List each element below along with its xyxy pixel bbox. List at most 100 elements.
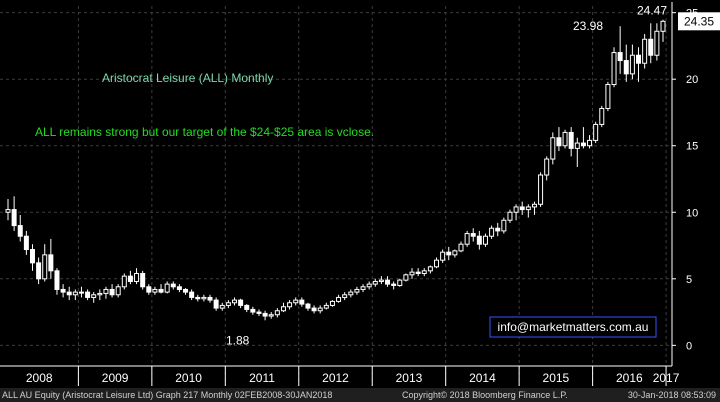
candle-body bbox=[134, 272, 140, 282]
candle-body bbox=[538, 174, 544, 205]
x-tick-label: 2014 bbox=[469, 371, 496, 385]
footer-timestamp: 30-Jan-2018 08:53:09 bbox=[627, 390, 716, 400]
candle-body bbox=[72, 291, 78, 296]
candle-body bbox=[85, 291, 91, 298]
candle-body bbox=[531, 203, 537, 208]
candle-body bbox=[207, 296, 213, 301]
candle-body bbox=[268, 314, 274, 317]
candlestick-chart: 0510152025200820092010201120122013201420… bbox=[0, 0, 720, 388]
candle-body bbox=[176, 286, 182, 290]
candle-body bbox=[360, 286, 366, 290]
y-tick-label: 15 bbox=[686, 141, 698, 153]
candle-body bbox=[464, 233, 470, 245]
candle-body bbox=[11, 209, 17, 227]
candle-body bbox=[342, 294, 348, 298]
last-price-box bbox=[678, 12, 720, 31]
candle-body bbox=[5, 209, 11, 213]
candle-body bbox=[611, 52, 617, 86]
candle-body bbox=[587, 139, 593, 147]
low-price-label: 1.88 bbox=[226, 333, 250, 347]
y-tick-label: 10 bbox=[686, 207, 698, 219]
candle-body bbox=[427, 266, 433, 272]
candle-body bbox=[158, 288, 164, 293]
candle-body bbox=[629, 54, 635, 75]
candle-body bbox=[54, 270, 60, 290]
candle-body bbox=[654, 30, 660, 56]
candle-body bbox=[482, 235, 488, 245]
candle-body bbox=[513, 206, 519, 213]
candle-body bbox=[127, 275, 133, 282]
candle-body bbox=[403, 274, 409, 281]
chart-annotation: ALL remains strong but our target of the… bbox=[35, 125, 374, 139]
candle-body bbox=[336, 296, 342, 302]
candle-body bbox=[452, 250, 458, 256]
candle-body bbox=[568, 131, 574, 149]
candle-body bbox=[458, 243, 464, 252]
candle-body bbox=[574, 142, 580, 149]
candle-body bbox=[109, 288, 115, 296]
x-tick-label: 2012 bbox=[322, 371, 349, 385]
candle-body bbox=[78, 291, 84, 294]
candle-body bbox=[391, 283, 397, 286]
candle-body bbox=[97, 292, 103, 296]
candle-body bbox=[580, 142, 586, 147]
footer-copyright: Copyright© 2018 Bloomberg Finance L.P. bbox=[402, 390, 568, 400]
candle-body bbox=[599, 107, 605, 125]
high-price-label: 24.47 bbox=[637, 4, 667, 18]
candle-body bbox=[29, 249, 35, 264]
candle-body bbox=[409, 271, 415, 276]
candle-body bbox=[354, 288, 360, 293]
candle-body bbox=[470, 233, 476, 237]
candle-body bbox=[48, 254, 54, 272]
x-tick-label: 2010 bbox=[175, 371, 202, 385]
candle-body bbox=[201, 296, 207, 300]
candle-body bbox=[17, 225, 23, 237]
watermark-box bbox=[489, 316, 657, 338]
candle-body bbox=[642, 38, 648, 64]
watermark-text: info@marketmatters.com.au bbox=[498, 320, 649, 334]
candle-body bbox=[421, 270, 427, 274]
candle-body bbox=[299, 299, 305, 305]
candle-body bbox=[140, 272, 146, 288]
candle-body bbox=[66, 291, 72, 296]
candle-body bbox=[617, 52, 623, 62]
candle-body bbox=[366, 283, 372, 288]
candle-body bbox=[593, 123, 599, 141]
x-tick-label: 2017 bbox=[653, 371, 680, 385]
y-tick-label: 20 bbox=[686, 74, 698, 86]
candle-body bbox=[280, 306, 286, 312]
candle-body bbox=[348, 291, 354, 296]
candle-body bbox=[262, 312, 268, 317]
candle-body bbox=[225, 302, 231, 306]
candle-body bbox=[244, 304, 250, 310]
candle-body bbox=[323, 304, 329, 309]
candle-body bbox=[605, 84, 611, 109]
candle-body bbox=[525, 206, 531, 211]
candle-body bbox=[293, 299, 299, 304]
candle-body bbox=[183, 288, 189, 293]
x-tick-label: 2016 bbox=[616, 371, 643, 385]
candle-body bbox=[489, 227, 495, 237]
candle-body bbox=[446, 251, 452, 256]
candle-body bbox=[23, 235, 29, 251]
candle-body bbox=[115, 286, 121, 296]
candle-body bbox=[495, 227, 501, 232]
candle-body bbox=[636, 54, 642, 64]
candle-body bbox=[189, 291, 195, 298]
candle-body bbox=[164, 283, 170, 293]
candle-body bbox=[440, 251, 446, 261]
candle-body bbox=[507, 211, 513, 221]
candle-body bbox=[660, 20, 666, 32]
candle-body bbox=[250, 308, 256, 313]
last-price-label: 24.35 bbox=[684, 14, 714, 28]
candle-body bbox=[36, 262, 42, 280]
candle-body bbox=[317, 307, 323, 312]
candle-body bbox=[213, 299, 219, 309]
candle-body bbox=[476, 235, 482, 245]
candle-body bbox=[219, 304, 225, 309]
candle-body bbox=[170, 283, 176, 288]
peak-price-label: 23.98 bbox=[573, 19, 603, 33]
candle-body bbox=[146, 286, 152, 293]
candle-body bbox=[434, 259, 440, 268]
candle-body bbox=[103, 288, 109, 294]
